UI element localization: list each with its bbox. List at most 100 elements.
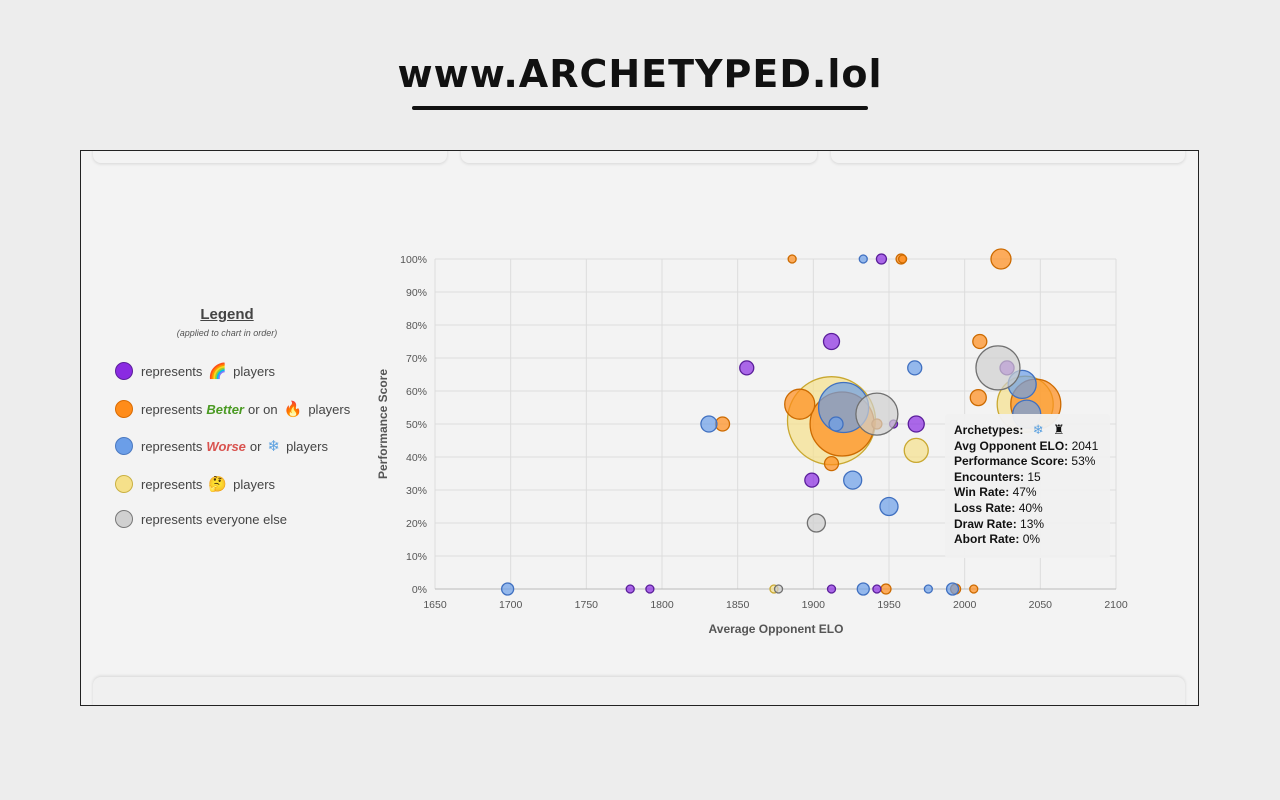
orange-bubble[interactable] (714, 416, 731, 432)
legend-subtitle: (applied to chart in order) (176, 328, 278, 338)
top-card-middle (461, 151, 817, 163)
snowflake-icon: ❄ (1032, 423, 1044, 438)
top-card-right (831, 151, 1185, 163)
blue-swatch (115, 437, 133, 455)
legend-text: players (308, 401, 351, 417)
worse-keyword: Worse (206, 438, 246, 454)
legend-row-purple: represents 🌈 players (115, 359, 275, 383)
x-tick-label: 2050 (1029, 599, 1053, 611)
blue-bubble[interactable] (858, 254, 868, 264)
purple-bubble[interactable] (822, 332, 841, 351)
tooltip-line: Abort Rate: 0% (954, 532, 1041, 547)
x-tick-label: 2000 (953, 599, 977, 611)
y-tick-label: 40% (406, 452, 427, 464)
y-axis-label: Performance Score (376, 369, 390, 479)
x-tick-label: 1750 (575, 599, 599, 611)
blue-bubble[interactable] (843, 470, 863, 490)
purple-bubble[interactable] (826, 584, 837, 594)
gray-bubble[interactable] (773, 584, 784, 594)
purple-bubble[interactable] (739, 360, 755, 376)
legend-text: represents everyone else (141, 511, 287, 527)
blue-bubble[interactable] (879, 496, 899, 517)
x-tick-label: 1700 (499, 599, 523, 611)
yellow-swatch (115, 475, 133, 493)
purple-bubble[interactable] (625, 584, 635, 594)
purple-bubble[interactable] (645, 584, 655, 594)
y-tick-label: 0% (412, 584, 427, 596)
legend-row-gray: represents everyone else (115, 507, 287, 531)
tooltip-line: Encounters: 15 (954, 469, 1041, 484)
orange-bubble[interactable] (880, 583, 892, 595)
y-tick-label: 60% (406, 386, 427, 398)
blue-bubble[interactable] (945, 582, 960, 596)
tooltip-line: Win Rate: 47% (954, 485, 1037, 500)
gray-bubble[interactable] (855, 392, 899, 436)
x-tick-label: 1650 (423, 599, 447, 611)
rainbow-card-icon: 🌈 (208, 362, 228, 380)
orange-bubble[interactable] (969, 584, 979, 594)
x-tick-label: 1900 (802, 599, 826, 611)
tooltip: Archetypes: ❄ ♜ Avg Opponent ELO: 2041 P… (945, 414, 1110, 558)
gray-bubble[interactable] (975, 345, 1021, 391)
y-tick-label: 20% (406, 518, 427, 530)
legend-row-yellow: represents 🤔 players (115, 472, 275, 496)
blue-bubble[interactable] (828, 416, 844, 432)
legend-text: represents (141, 438, 203, 454)
x-tick-label: 1950 (877, 599, 901, 611)
blue-bubble[interactable] (907, 360, 923, 376)
legend-text: or on (248, 401, 278, 417)
orange-bubble[interactable] (972, 333, 988, 350)
brand-underline (412, 106, 868, 110)
orange-swatch (115, 400, 133, 418)
y-tick-label: 90% (406, 287, 427, 299)
orange-bubble[interactable] (787, 254, 797, 264)
tooltip-line: Performance Score: 53% (954, 454, 1096, 469)
brand-title[interactable]: www.ARCHETYPED.lol (397, 52, 883, 96)
better-keyword: Better (206, 401, 244, 417)
orange-bubble[interactable] (897, 254, 908, 264)
x-tick-label: 2100 (1104, 599, 1128, 611)
legend-text: represents (141, 476, 203, 492)
y-tick-label: 50% (406, 419, 427, 431)
tooltip-archetypes-row: Archetypes: ❄ ♜ (954, 422, 1101, 439)
fire-icon: 🔥 (283, 400, 303, 418)
legend-text: or (249, 438, 262, 454)
gray-swatch (115, 510, 133, 528)
yellow-bubble[interactable] (903, 437, 929, 464)
y-tick-label: 100% (400, 254, 427, 266)
purple-bubble[interactable] (804, 472, 820, 488)
bottom-card (93, 677, 1185, 705)
purple-bubble[interactable] (875, 253, 888, 265)
tooltip-line: Loss Rate: 40% (954, 500, 1043, 515)
tooltip-archetypes-label: Archetypes: (954, 423, 1024, 437)
top-card-left (93, 151, 447, 163)
purple-bubble[interactable] (872, 584, 882, 594)
blue-bubble[interactable] (500, 582, 515, 596)
thinking-face-icon: 🤔 (208, 475, 228, 493)
orange-bubble[interactable] (969, 388, 987, 407)
purple-bubble[interactable] (907, 415, 925, 433)
tooltip-line: Avg Opponent ELO: 2041 (954, 438, 1099, 453)
blue-bubble[interactable] (856, 582, 870, 596)
legend-title: Legend (200, 306, 254, 323)
x-tick-label: 1850 (726, 599, 750, 611)
legend-text: players (233, 363, 276, 379)
legend-text: players (233, 476, 276, 492)
y-tick-label: 70% (406, 353, 427, 365)
legend-row-orange: represents Better or on 🔥 players (115, 397, 350, 421)
blue-bubble[interactable] (923, 584, 933, 594)
y-tick-label: 10% (406, 551, 427, 563)
rook-icon: ♜ (1052, 422, 1065, 437)
y-tick-label: 80% (406, 320, 427, 332)
orange-bubble[interactable] (784, 388, 816, 420)
gray-bubble[interactable] (806, 513, 827, 533)
orange-bubble[interactable] (823, 455, 840, 472)
legend-text: represents (141, 363, 203, 379)
blue-bubble[interactable] (700, 415, 718, 433)
purple-swatch (115, 362, 133, 380)
legend-text: players (286, 438, 328, 454)
orange-bubble[interactable] (990, 248, 1012, 270)
legend-row-blue: represents Worse or ❄ players (115, 434, 328, 458)
x-axis-label: Average Opponent ELO (709, 622, 844, 636)
legend-text: represents (141, 401, 203, 417)
